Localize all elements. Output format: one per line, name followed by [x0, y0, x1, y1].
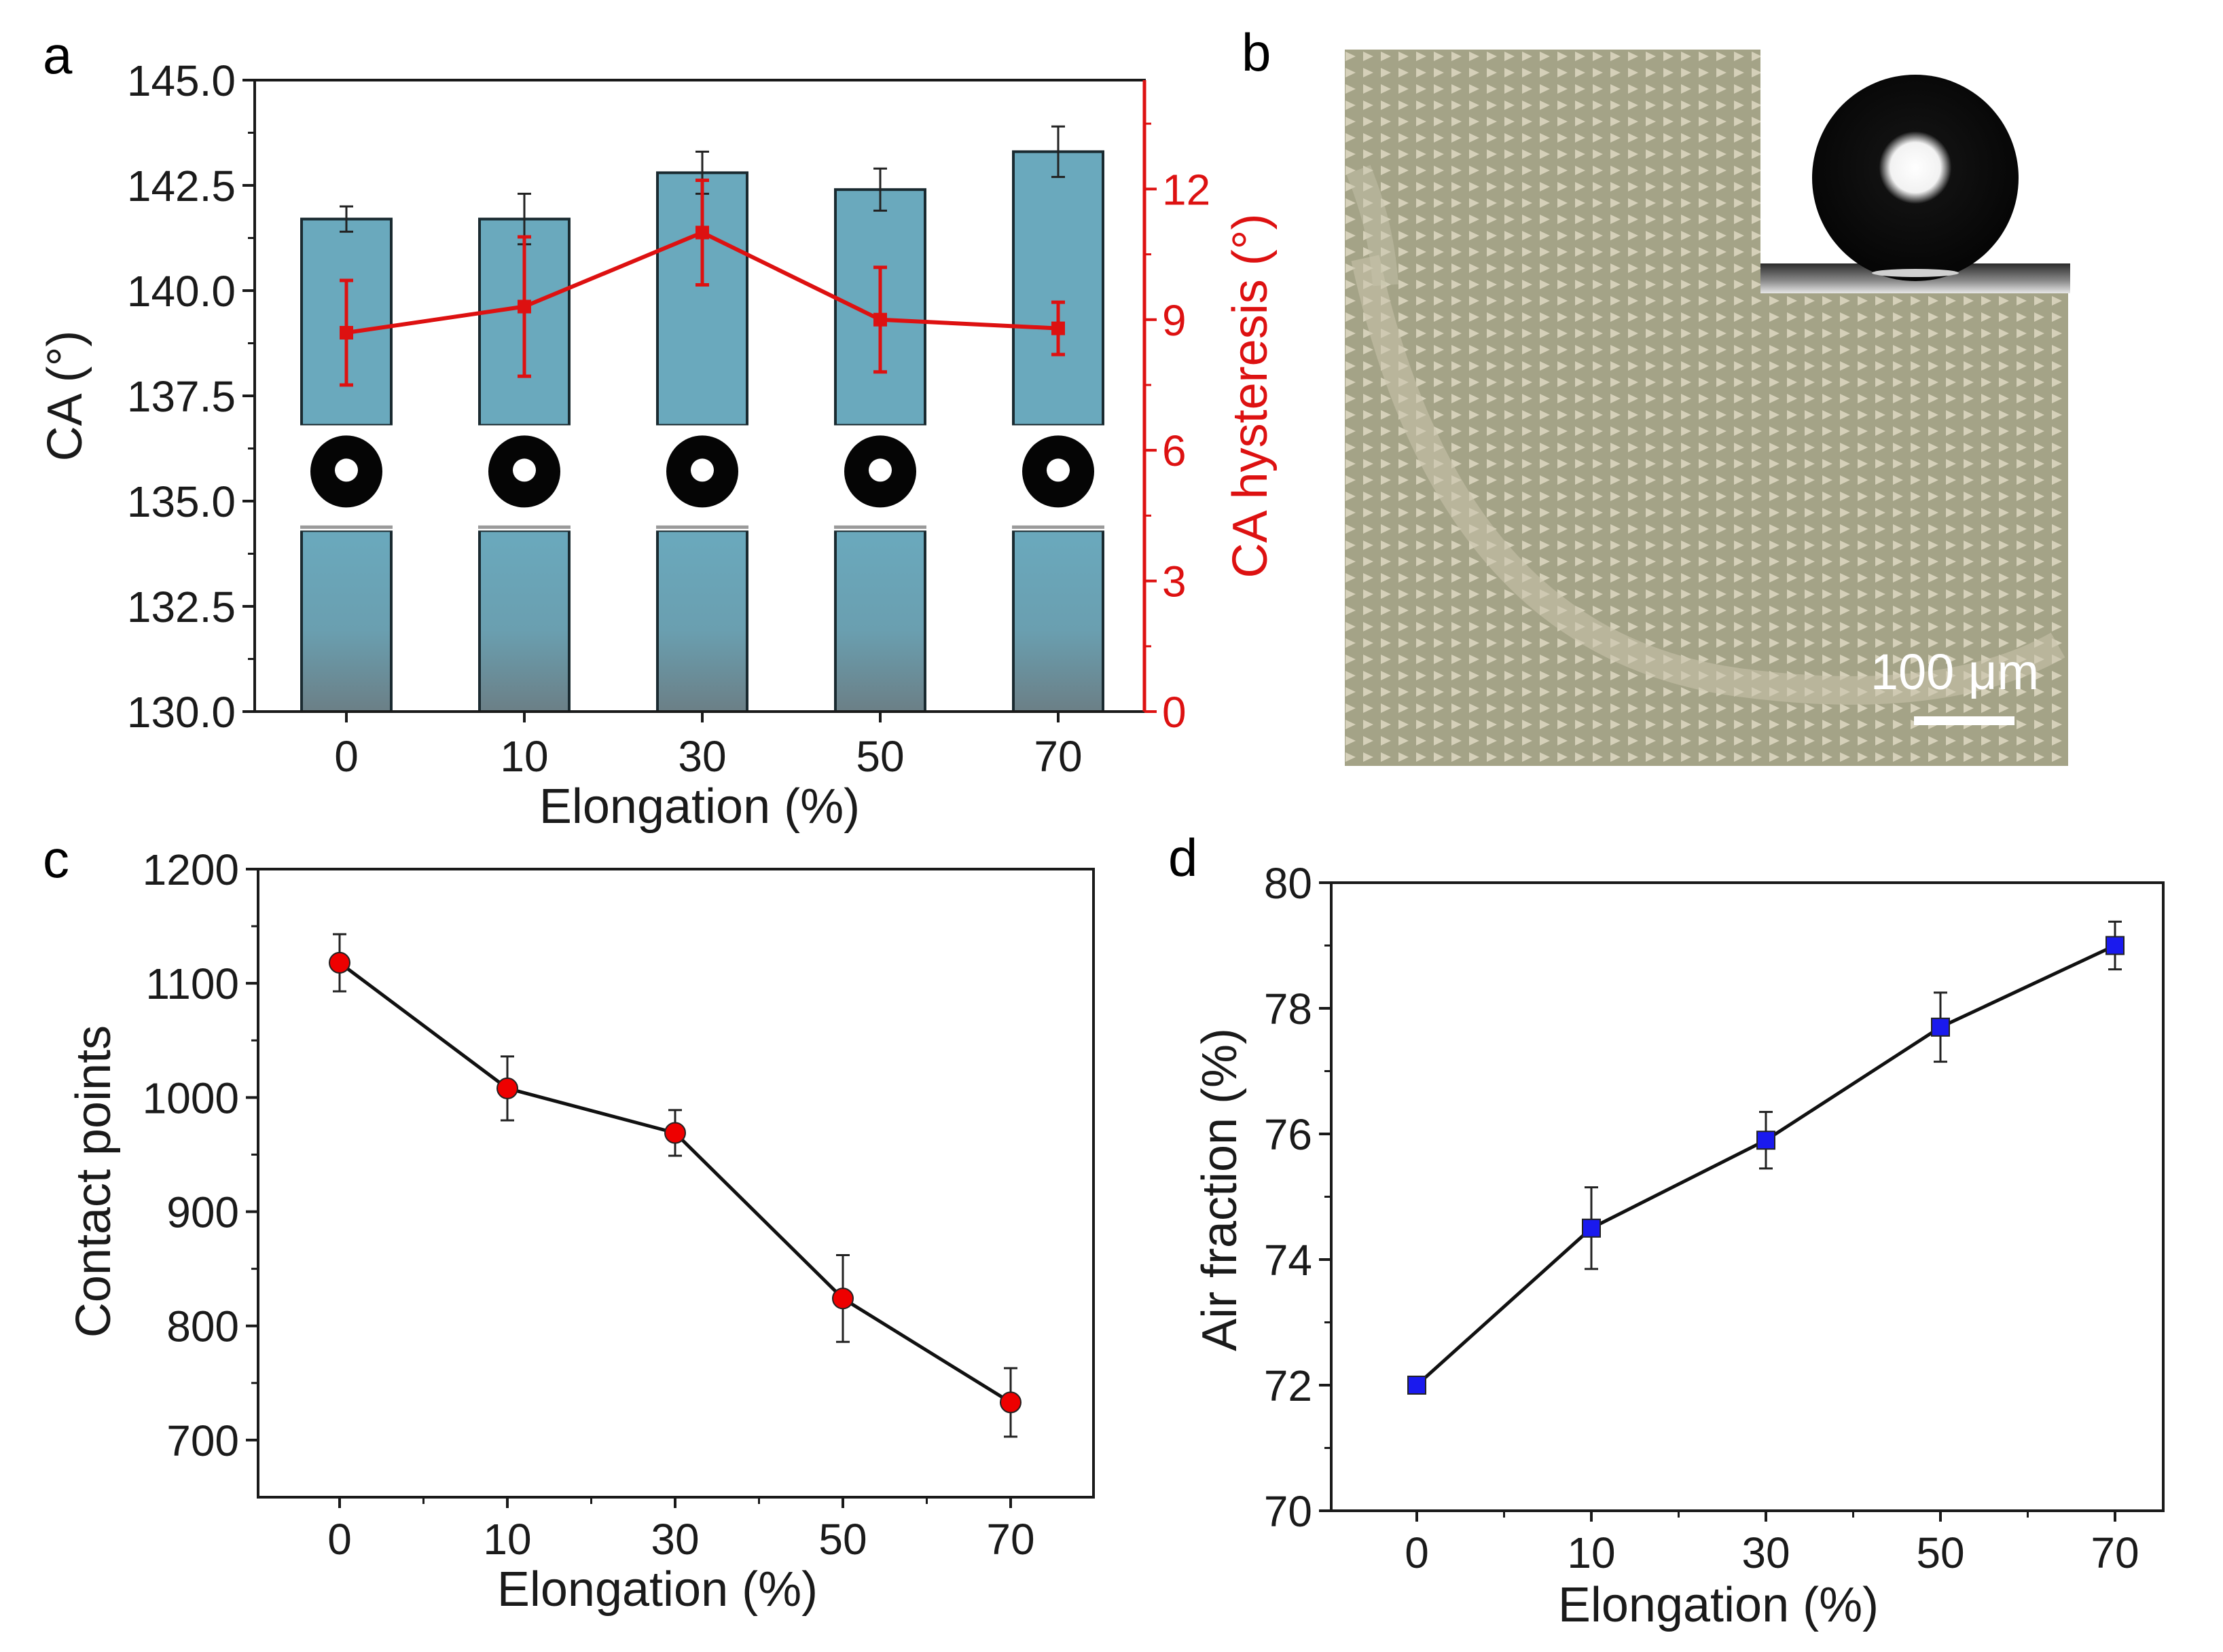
- hysteresis-point-30: [695, 225, 709, 240]
- c-ytick-label: 1200: [143, 845, 239, 894]
- a-ytick-label: 132.5: [127, 583, 236, 631]
- droplet-images: [299, 425, 1106, 531]
- d-point-10: [1582, 1218, 1601, 1238]
- a-xtick-label: 70: [1034, 732, 1082, 781]
- panel-a-y-axis-title: CA (°): [38, 331, 92, 462]
- panel-a-x-axis-title: Elongation (%): [539, 779, 860, 834]
- d-xtick-label: 0: [1405, 1528, 1429, 1577]
- c-series-line: [338, 961, 1012, 1404]
- inset-droplet-image: [1760, 48, 2070, 293]
- c-ytick-label: 800: [166, 1302, 239, 1351]
- c-xtick-label: 70: [986, 1515, 1034, 1564]
- c-point-50: [832, 1287, 854, 1310]
- scale-bar: [1914, 716, 2014, 725]
- a-ytick-label: 130.0: [127, 688, 236, 737]
- c-point-70: [1000, 1391, 1022, 1414]
- a-xtick-label: 30: [678, 732, 726, 781]
- panel-label-c: c: [43, 829, 69, 889]
- c-ytick-label: 1100: [145, 959, 239, 1008]
- panel-a-chart: 130.0 132.5 135.0 137.5 140.0 142.5 145.0 0 3 6 9…: [38, 56, 1278, 834]
- d-point-70: [2105, 936, 2125, 955]
- panel-c-y-axis-title: Contact points: [67, 1025, 121, 1338]
- d-ytick-label: 70: [1264, 1487, 1312, 1536]
- ca-bar-70-upper: [1012, 150, 1104, 427]
- droplet-image-50: [833, 425, 928, 531]
- ca-errorbar-70: [1051, 125, 1065, 179]
- ca-bar-70-lower: [1012, 529, 1104, 714]
- c-xtick-label: 10: [483, 1515, 531, 1564]
- panel-d-chart: 70 72 74 76 78 80 0 10 30 50 70 Elongation (%) Ai…: [1193, 859, 2165, 1632]
- c-xtick-label: 0: [327, 1515, 352, 1564]
- a-xtick-label: 0: [334, 732, 359, 781]
- a-ytick-label: 135.0: [127, 477, 236, 526]
- d-ytick-label: 72: [1264, 1361, 1312, 1410]
- d-xtick-label: 70: [2091, 1528, 2139, 1577]
- hysteresis-point-10: [518, 299, 531, 314]
- d-point-50: [1931, 1017, 1950, 1037]
- ca-bar-10-lower: [478, 529, 571, 714]
- c-point-10: [496, 1077, 518, 1099]
- a-y2tick-label: 9: [1162, 296, 1187, 345]
- ca-errorbar-50: [873, 167, 887, 212]
- c-point-30: [664, 1122, 686, 1144]
- d-xtick-label: 50: [1916, 1528, 1964, 1577]
- hysteresis-point-50: [873, 312, 887, 327]
- a-y2tick-label: 3: [1162, 557, 1187, 606]
- micrograph-image: 100 μm: [1345, 48, 2070, 766]
- a-ytick-label: 137.5: [127, 372, 236, 421]
- a-ytick-label: 140.0: [127, 267, 236, 316]
- panel-c-plot-frame: [257, 868, 1095, 1499]
- hysteresis-point-70: [1051, 321, 1065, 335]
- d-point-30: [1756, 1131, 1775, 1150]
- d-xtick-label: 30: [1741, 1528, 1790, 1577]
- droplet-image-10: [477, 425, 572, 531]
- a-xtick-label: 10: [500, 732, 548, 781]
- d-ytick-label: 80: [1264, 859, 1312, 908]
- panel-c-chart: 700 800 900 1000 1100 1200 0 10 30 50 70 Elongati…: [67, 845, 1095, 1617]
- d-ytick-label: 76: [1264, 1110, 1312, 1159]
- panel-label-b: b: [1242, 22, 1271, 82]
- panel-d-plot-frame: [1330, 881, 2165, 1512]
- droplet-image-0: [299, 425, 394, 531]
- a-y2tick-label: 0: [1162, 688, 1187, 737]
- panel-d-x-axis-title: Elongation (%): [1558, 1578, 1879, 1632]
- droplet-image-30: [655, 425, 750, 531]
- hysteresis-point-0: [340, 326, 353, 339]
- a-ytick-label: 145.0: [127, 56, 236, 105]
- panel-label-d: d: [1168, 828, 1197, 887]
- a-xtick-label: 50: [856, 732, 904, 781]
- ca-errorbar-0: [340, 205, 353, 233]
- panel-label-a: a: [43, 25, 73, 85]
- a-ytick-label: 142.5: [127, 162, 236, 210]
- c-xtick-label: 30: [651, 1515, 699, 1564]
- ca-bar-0-lower: [300, 529, 393, 714]
- d-point-0: [1407, 1376, 1426, 1395]
- panel-a-y2-axis-title: CA hysteresis (°): [1223, 214, 1278, 579]
- panel-d-y-axis-title: Air fraction (%): [1193, 1028, 1247, 1351]
- c-point-0: [329, 951, 350, 974]
- c-ytick-label: 1000: [143, 1073, 239, 1122]
- c-xtick-label: 50: [818, 1515, 867, 1564]
- a-y2tick-label: 6: [1162, 426, 1187, 475]
- d-ytick-label: 74: [1264, 1236, 1312, 1285]
- a-y2tick-label: 12: [1162, 165, 1210, 214]
- d-xtick-label: 10: [1567, 1528, 1615, 1577]
- ca-bar-50-lower: [834, 529, 926, 714]
- panel-c-x-axis-title: Elongation (%): [497, 1562, 818, 1617]
- scale-bar-label: 100 μm: [1870, 644, 2039, 700]
- d-ytick-label: 78: [1264, 985, 1312, 1033]
- droplet-image-70: [1011, 425, 1106, 531]
- c-ytick-label: 700: [166, 1416, 239, 1465]
- c-ytick-label: 900: [166, 1188, 239, 1237]
- ca-bar-30-lower: [656, 529, 748, 714]
